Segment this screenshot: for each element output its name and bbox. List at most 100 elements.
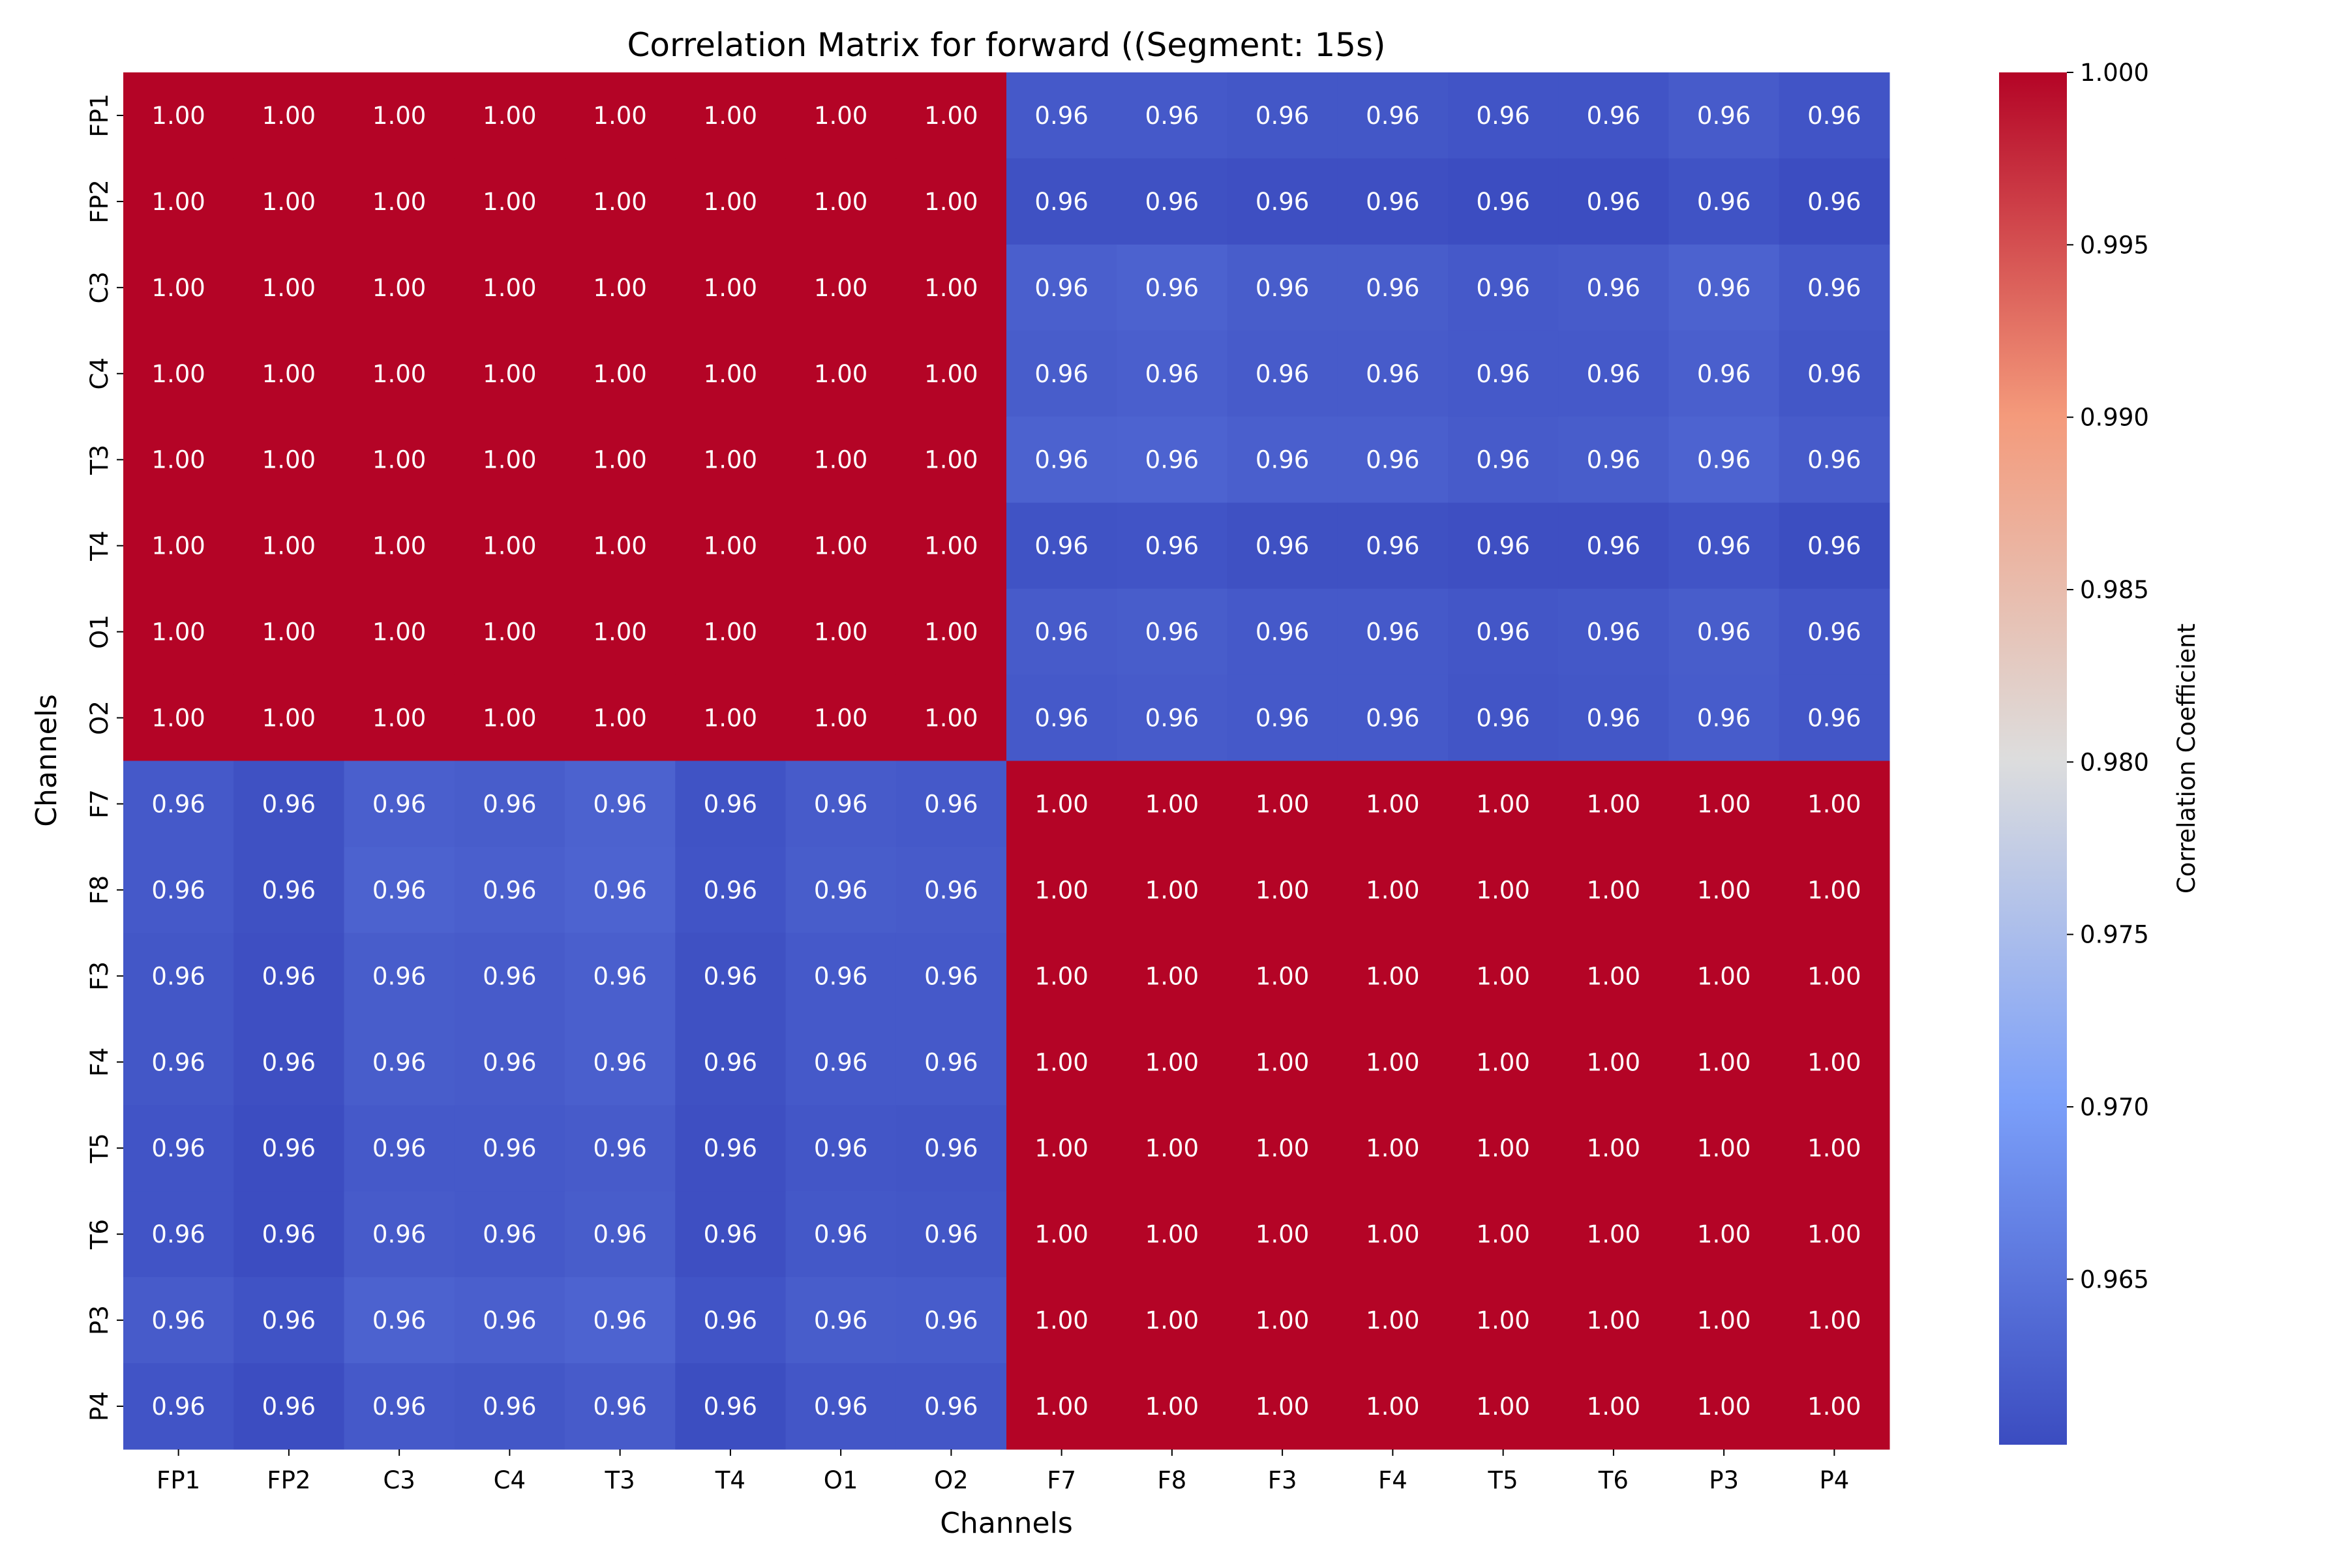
heatmap-cell-FP2-T3 (565, 158, 676, 245)
heatmap-cell-O1-P3 (1668, 588, 1780, 676)
heatmap-cell-F3-O1 (785, 933, 897, 1019)
cell-annotation-F7-F4: 1.00 (1366, 790, 1419, 818)
cell-annotation-F3-T4: 0.96 (704, 962, 757, 990)
cell-annotation-O1-T4: 1.00 (704, 618, 757, 646)
heatmap-cell-T5-O1 (785, 1105, 897, 1192)
cell-annotation-O2-F3: 0.96 (1256, 704, 1309, 732)
cell-annotation-T5-F8: 1.00 (1145, 1134, 1199, 1162)
heatmap-cell-FP1-F7 (1006, 72, 1117, 159)
heatmap-cell-F7-C3 (344, 761, 455, 847)
cell-annotation-O2-T3: 1.00 (593, 704, 646, 732)
x-tick-labels: FP1 FP2 C3 C4 T3 T4 O1 O2 F7 F8 F3 F4 T5 T6 P3 P4 (157, 1449, 1849, 1494)
heatmap-cell-O2-P4 (1779, 674, 1890, 761)
heatmap-cell-O1-FP1 (123, 588, 234, 676)
heatmap-cell-F3-C4 (454, 933, 565, 1019)
y-tick-labels: FP1 FP2 C3 C4 T3 T4 O1 O2 F7 F8 F3 F4 T5 T6 P3 P4 (85, 93, 123, 1421)
heatmap-cell-P3-F7 (1006, 1277, 1117, 1364)
heatmap-cell-FP1-F3 (1227, 72, 1338, 159)
heatmap-cell-T4-T5 (1448, 502, 1559, 590)
cell-annotation-C4-O1: 1.00 (814, 360, 867, 388)
y-tick-label-T6: T6 (85, 1219, 113, 1250)
cell-annotation-FP2-F4: 0.96 (1366, 188, 1419, 216)
heatmap-cell-F4-T6 (1558, 1019, 1669, 1106)
cell-annotation-O1-F7: 0.96 (1034, 618, 1088, 646)
cell-annotation-T6-C4: 0.96 (483, 1220, 536, 1248)
cell-annotation-T4-T4: 1.00 (704, 532, 757, 560)
cell-annotation-C3-T6: 0.96 (1587, 274, 1640, 302)
cell-annotation-O2-FP1: 1.00 (151, 704, 205, 732)
heatmap-cell-O1-T5 (1448, 588, 1559, 676)
cell-annotation-FP2-F3: 0.96 (1256, 188, 1309, 216)
heatmap-cell-C3-T5 (1448, 244, 1559, 331)
y-tick-label-F3: F3 (85, 961, 113, 991)
heatmap-cell-C4-F7 (1006, 330, 1117, 417)
heatmap-cell-F4-P3 (1668, 1019, 1780, 1106)
heatmap-cell-P4-C3 (344, 1363, 455, 1450)
heatmap-cell-T3-F3 (1227, 416, 1338, 504)
cell-annotation-C4-F8: 0.96 (1145, 360, 1199, 388)
cell-annotation-P3-FP2: 0.96 (262, 1306, 316, 1334)
heatmap-cell-T5-O2 (896, 1105, 1007, 1192)
heatmap-cell-T4-P4 (1779, 502, 1890, 590)
cell-annotation-P4-F4: 1.00 (1366, 1393, 1419, 1421)
cell-annotation-T3-O1: 1.00 (814, 446, 867, 474)
heatmap-cell-P4-P3 (1668, 1363, 1780, 1450)
cell-annotation-F4-P3: 1.00 (1697, 1048, 1751, 1076)
cell-annotation-O2-C4: 1.00 (483, 704, 536, 732)
cell-annotation-T5-F3: 1.00 (1256, 1134, 1309, 1162)
cell-annotation-T4-C4: 1.00 (483, 532, 536, 560)
cell-annotation-T5-F7: 1.00 (1034, 1134, 1088, 1162)
x-tick-label-T3: T3 (605, 1466, 635, 1494)
cell-annotation-T3-F7: 0.96 (1034, 446, 1088, 474)
cell-annotation-F4-F3: 1.00 (1256, 1048, 1309, 1076)
cell-annotation-O1-T5: 0.96 (1476, 618, 1529, 646)
cell-annotation-P3-C4: 0.96 (483, 1306, 536, 1334)
heatmap-cell-T6-T5 (1448, 1191, 1559, 1278)
cell-annotation-O2-F7: 0.96 (1034, 704, 1088, 732)
heatmap-cell-T4-T4 (675, 502, 786, 590)
heatmap-cell-O1-C3 (344, 588, 455, 676)
cell-annotation-T6-P3: 1.00 (1697, 1220, 1751, 1248)
heatmap-cell-O2-F8 (1117, 674, 1227, 761)
heatmap-cell-C4-T4 (675, 330, 786, 417)
cell-annotation-FP1-T5: 0.96 (1476, 102, 1529, 130)
heatmap-cell-O1-P4 (1779, 588, 1890, 676)
heatmap-cell-F3-P3 (1668, 933, 1780, 1019)
heatmap-cell-P4-T3 (565, 1363, 676, 1450)
cell-annotation-C3-C3: 1.00 (372, 274, 426, 302)
heatmap-cell-P3-T5 (1448, 1277, 1559, 1364)
heatmap-cell-F4-C3 (344, 1019, 455, 1106)
heatmap-cell-FP2-F7 (1006, 158, 1117, 245)
heatmap-cell-T4-F3 (1227, 502, 1338, 590)
heatmap-cell-FP2-T6 (1558, 158, 1669, 245)
heatmap-cell-P3-C3 (344, 1277, 455, 1364)
cell-annotation-FP1-O1: 1.00 (814, 102, 867, 130)
cell-annotation-C4-P4: 0.96 (1807, 360, 1861, 388)
cell-annotation-T6-T3: 0.96 (593, 1220, 646, 1248)
heatmap-cell-F8-F8 (1117, 847, 1227, 933)
cell-annotation-P3-F4: 1.00 (1366, 1306, 1419, 1334)
heatmap-cell-C3-F3 (1227, 244, 1338, 331)
y-tick-label-O2: O2 (85, 701, 113, 735)
cell-annotation-T3-P4: 0.96 (1807, 446, 1861, 474)
cell-annotation-T3-FP1: 1.00 (151, 446, 205, 474)
colorbar-tick-label: 0.975 (2080, 921, 2149, 949)
x-tick-label-O2: O2 (934, 1466, 969, 1494)
cell-annotation-F3-T3: 0.96 (593, 962, 646, 990)
cell-annotation-C3-FP1: 1.00 (151, 274, 205, 302)
cell-annotation-C4-FP1: 1.00 (151, 360, 205, 388)
heatmap-cell-T5-T4 (675, 1105, 786, 1192)
cell-annotation-C4-P3: 0.96 (1697, 360, 1751, 388)
heatmap-cell-F8-F7 (1006, 847, 1117, 933)
colorbar (1999, 72, 2067, 1445)
heatmap-cell-C4-T5 (1448, 330, 1559, 417)
cell-annotation-C3-P4: 0.96 (1807, 274, 1861, 302)
cell-annotation-T3-C4: 1.00 (483, 446, 536, 474)
heatmap-cell-O2-T4 (675, 674, 786, 761)
cell-annotation-C4-T3: 1.00 (593, 360, 646, 388)
heatmap-cell-C3-T4 (675, 244, 786, 331)
heatmap-cell-C3-O2 (896, 244, 1007, 331)
cell-annotation-F3-O1: 0.96 (814, 962, 867, 990)
heatmap-cell-O1-C4 (454, 588, 565, 676)
